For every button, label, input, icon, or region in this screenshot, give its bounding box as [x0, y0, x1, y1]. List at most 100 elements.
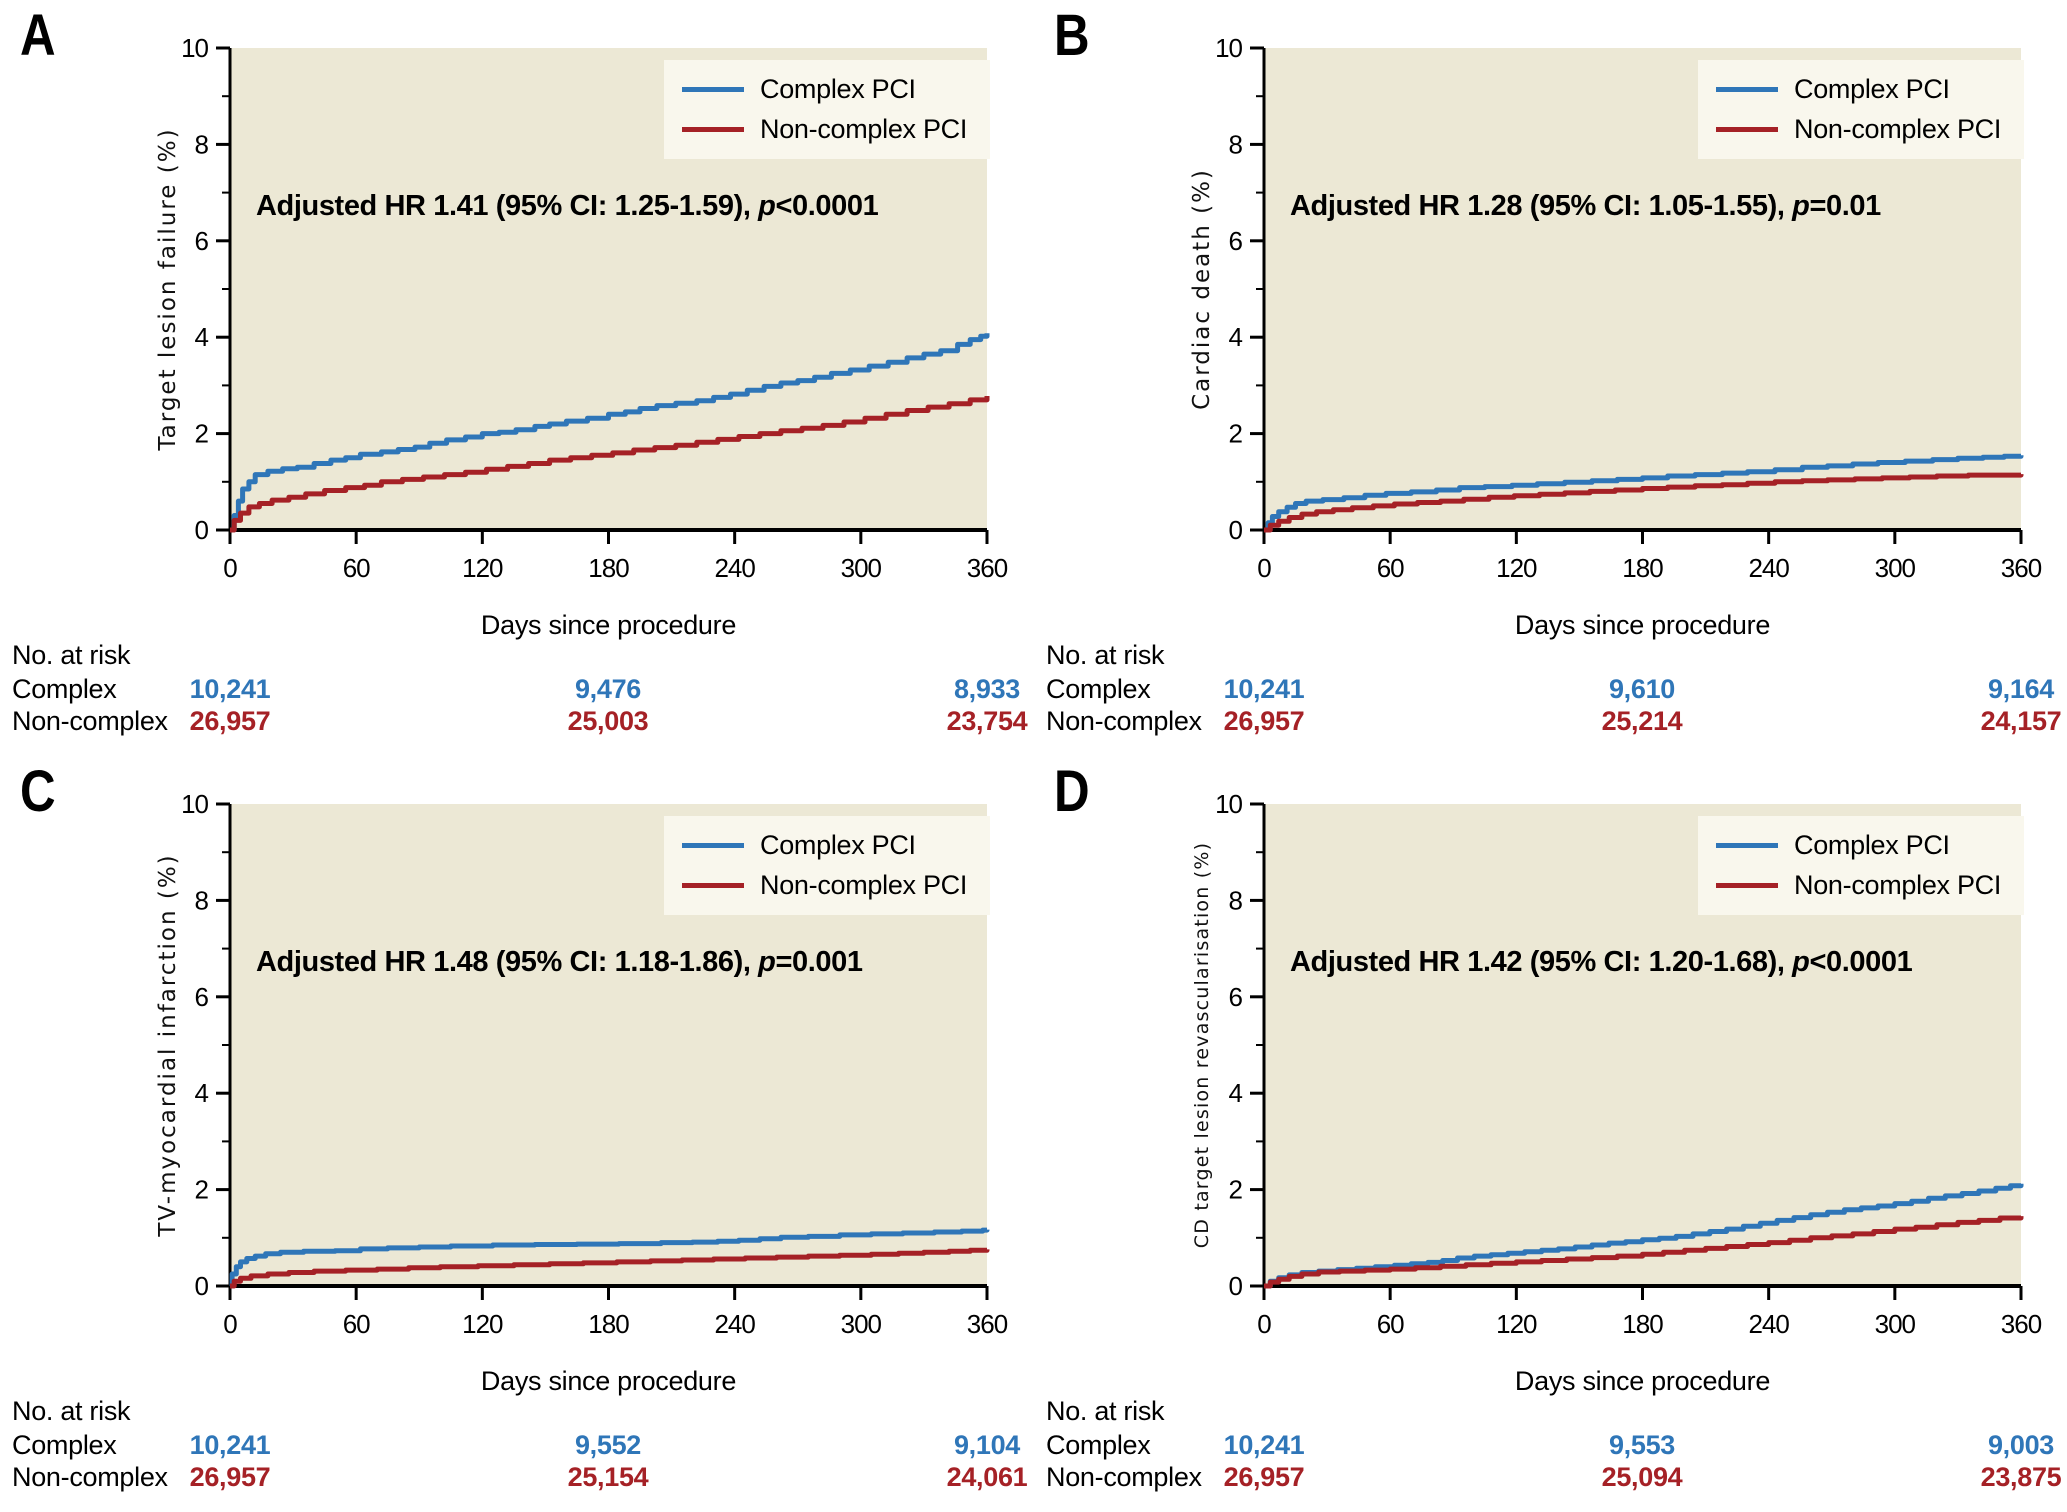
hr-annotation-text: Adjusted HR 1.42 (95% CI: 1.20-1.68),	[1290, 946, 1793, 978]
legend-item-complex: Complex PCI	[682, 830, 990, 861]
y-tick-label: 0	[1229, 515, 1243, 545]
risk-count: 25,154	[567, 1462, 649, 1492]
x-tick-label: 60	[343, 553, 370, 583]
panel-a: A Target lesion failure (%) 0 2 4 6 8 10 0 60 12…	[0, 0, 1033, 756]
y-tick-label: 6	[195, 226, 209, 256]
x-tick-label: 120	[1496, 1309, 1537, 1339]
hr-annotation-text: Adjusted HR 1.28 (95% CI: 1.05-1.55),	[1290, 190, 1793, 222]
x-tick-label: 120	[1496, 553, 1537, 583]
legend-item-complex: Complex PCI	[1716, 74, 2024, 105]
non-complex-pci-line-swatch	[682, 883, 744, 888]
p-symbol: p	[1792, 190, 1810, 222]
risk-row-complex: Complex 10,241 9,476 8,933	[0, 674, 1033, 706]
p-value: <0.0001	[1809, 946, 1913, 978]
panel-letter: B	[1054, 3, 1090, 68]
x-tick-label: 300	[1875, 1309, 1916, 1339]
panel-c: C TV-myocardial infarction (%) 0 2 4 6 8 10 0 6…	[0, 756, 1033, 1512]
legend-item-non-complex: Non-complex PCI	[1716, 114, 2024, 145]
risk-count: 23,754	[946, 706, 1028, 736]
y-tick-label: 8	[1229, 129, 1243, 159]
legend-label-complex: Complex PCI	[760, 74, 916, 104]
y-tick-label: 10	[181, 789, 208, 819]
x-tick-label: 120	[462, 1309, 503, 1339]
y-tick-label: 0	[195, 515, 209, 545]
risk-table-header: No. at risk	[12, 640, 131, 670]
risk-row-complex: Complex 10,241 9,552 9,104	[0, 1430, 1033, 1462]
legend-item-non-complex: Non-complex PCI	[682, 870, 990, 901]
risk-row-label: Non-complex	[12, 706, 168, 736]
risk-count: 24,061	[946, 1462, 1028, 1492]
x-tick-label: 0	[1257, 553, 1271, 583]
complex-pci-line-swatch	[682, 87, 744, 92]
risk-row-non-complex: Non-complex 26,957 25,154 24,061	[0, 1462, 1033, 1494]
panel-letter: C	[20, 759, 56, 824]
hr-annotation: Adjusted HR 1.48 (95% CI: 1.18-1.86), p=…	[256, 946, 863, 979]
x-tick-label: 120	[462, 553, 503, 583]
y-tick-label: 8	[195, 885, 209, 915]
risk-count: 26,957	[189, 706, 271, 736]
p-symbol: p	[758, 946, 776, 978]
complex-pci-curve	[230, 333, 990, 533]
legend-label-non-complex: Non-complex PCI	[760, 114, 968, 144]
x-tick-label: 180	[588, 1309, 629, 1339]
x-tick-label: 300	[1875, 553, 1916, 583]
risk-count: 9,104	[953, 1430, 1021, 1460]
x-tick-label: 0	[223, 1309, 237, 1339]
x-tick-label: 240	[1748, 1309, 1789, 1339]
x-axis-title: Days since procedure	[480, 610, 737, 640]
non-complex-pci-curve	[1264, 472, 2024, 533]
p-value: =0.01	[1809, 190, 1881, 222]
legend-item-complex: Complex PCI	[682, 74, 990, 105]
p-symbol: p	[758, 190, 776, 222]
risk-count: 26,957	[189, 1462, 271, 1492]
non-complex-pci-curve	[230, 396, 990, 533]
y-tick-label: 4	[1229, 1078, 1243, 1108]
risk-count: 9,553	[1608, 1430, 1676, 1460]
risk-count: 9,003	[1987, 1430, 2055, 1460]
legend-label-complex: Complex PCI	[1794, 830, 1950, 860]
y-tick-label: 4	[195, 1078, 209, 1108]
legend: Complex PCI Non-complex PCI	[664, 60, 990, 159]
risk-row-complex: Complex 10,241 9,553 9,003	[1034, 1430, 2067, 1462]
panel-letter: D	[1054, 759, 1090, 824]
risk-count: 10,241	[189, 1430, 271, 1460]
y-tick-label: 2	[195, 419, 209, 449]
p-value: <0.0001	[775, 190, 879, 222]
risk-count: 23,875	[1980, 1462, 2062, 1492]
legend-label-non-complex: Non-complex PCI	[1794, 114, 2002, 144]
risk-count: 26,957	[1223, 706, 1305, 736]
y-tick-label: 10	[1215, 33, 1242, 63]
hr-annotation-text: Adjusted HR 1.41 (95% CI: 1.25-1.59),	[256, 190, 759, 222]
x-tick-label: 360	[2001, 1309, 2042, 1339]
x-tick-label: 300	[841, 1309, 882, 1339]
risk-count: 25,214	[1601, 706, 1683, 736]
risk-count: 10,241	[1223, 1430, 1305, 1460]
legend-item-complex: Complex PCI	[1716, 830, 2024, 861]
risk-row-label: Non-complex	[12, 1462, 168, 1492]
risk-row-non-complex: Non-complex 26,957 25,214 24,157	[1034, 706, 2067, 738]
legend-label-complex: Complex PCI	[760, 830, 916, 860]
y-tick-label: 4	[195, 322, 209, 352]
x-axis-title: Days since procedure	[1514, 610, 1771, 640]
complex-pci-line-swatch	[1716, 843, 1778, 848]
hr-annotation: Adjusted HR 1.28 (95% CI: 1.05-1.55), p=…	[1290, 190, 1881, 223]
y-tick-label: 6	[195, 982, 209, 1012]
risk-count: 25,094	[1601, 1462, 1683, 1492]
complex-pci-line-swatch	[1716, 87, 1778, 92]
x-tick-label: 360	[2001, 553, 2042, 583]
legend-label-non-complex: Non-complex PCI	[760, 870, 968, 900]
risk-count: 25,003	[567, 706, 649, 736]
x-tick-label: 240	[1748, 553, 1789, 583]
x-tick-label: 60	[1377, 553, 1404, 583]
x-tick-label: 240	[714, 1309, 755, 1339]
y-tick-label: 6	[1229, 226, 1243, 256]
y-tick-label: 4	[1229, 322, 1243, 352]
risk-count: 10,241	[1223, 674, 1305, 704]
risk-row-label: Non-complex	[1046, 706, 1202, 736]
complex-pci-curve	[1264, 1183, 2024, 1289]
hr-annotation-text: Adjusted HR 1.48 (95% CI: 1.18-1.86),	[256, 946, 759, 978]
legend-item-non-complex: Non-complex PCI	[682, 114, 990, 145]
legend: Complex PCI Non-complex PCI	[664, 816, 990, 915]
risk-row-label: Complex	[1046, 674, 1151, 704]
